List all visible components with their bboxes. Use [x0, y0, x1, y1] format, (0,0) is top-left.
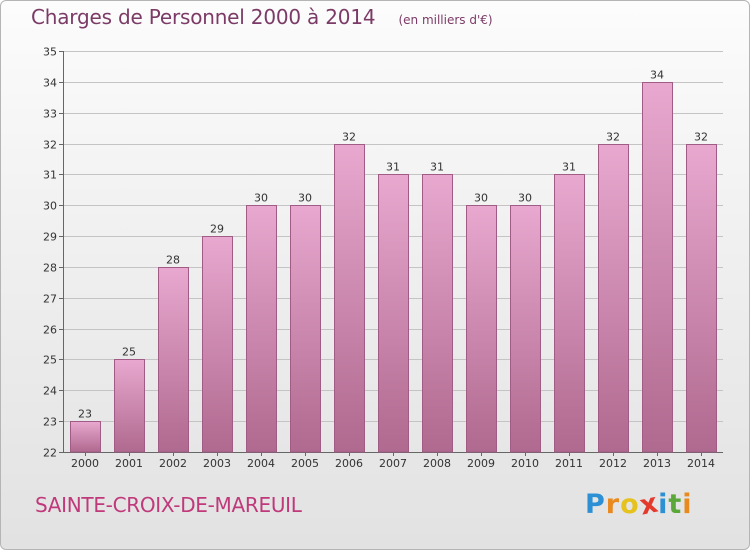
brand-letter: o: [620, 489, 640, 520]
data-label-2011: 31: [562, 161, 576, 174]
label-layer: 2000 23 2001 25 2002 28 2003 29 2004 30 2005 30 2006…: [71, 69, 715, 471]
data-label-2007: 31: [386, 161, 400, 174]
title-row: Charges de Personnel 2000 à 2014 (en mil…: [31, 5, 493, 29]
bar-2005: [290, 205, 321, 453]
data-label-2001: 25: [122, 346, 136, 359]
data-label-2002: 28: [166, 254, 180, 267]
brand-letter: i: [682, 489, 693, 520]
bar-2012: [598, 144, 629, 453]
bar-2006: [334, 144, 365, 453]
bar-2004: [246, 205, 277, 453]
bar-2002: [158, 267, 189, 453]
bar-2000: [70, 421, 101, 453]
y-tick-label: 34: [43, 77, 57, 90]
bar-2008: [422, 174, 453, 453]
y-tick-label: 31: [43, 169, 57, 182]
bar-2007: [378, 174, 409, 453]
bar-2010: [510, 205, 541, 453]
data-label-2010: 30: [518, 192, 532, 205]
data-label-2003: 29: [210, 223, 224, 236]
x-tick-label-2010: 2010: [511, 457, 539, 470]
brand-letter: r: [605, 489, 621, 520]
x-tick-label-2004: 2004: [247, 457, 275, 470]
x-tick-label-2012: 2012: [599, 457, 627, 470]
bar-2009: [466, 205, 497, 453]
data-label-2013: 34: [650, 69, 664, 82]
chart-subtitle: (en milliers d'€): [398, 13, 493, 27]
y-tick-label: 23: [43, 416, 57, 429]
brand-letter: t: [668, 489, 683, 520]
data-label-2000: 23: [78, 408, 92, 421]
y-tick-label: 22: [43, 447, 57, 460]
data-label-2008: 31: [430, 161, 444, 174]
y-tick-label: 24: [43, 385, 57, 398]
x-tick-label-2009: 2009: [467, 457, 495, 470]
data-label-2005: 30: [298, 192, 312, 205]
y-tick-label: 32: [43, 139, 57, 152]
y-tick-label: 26: [43, 324, 57, 337]
x-tick-label-2003: 2003: [203, 457, 231, 470]
data-label-2012: 32: [606, 131, 620, 144]
y-tick-label: 25: [43, 354, 57, 367]
x-tick-label-2013: 2013: [643, 457, 671, 470]
y-tick-label: 28: [43, 262, 57, 275]
data-label-2014: 32: [694, 131, 708, 144]
x-tick-label-2002: 2002: [159, 457, 187, 470]
bar-2013: [642, 82, 673, 453]
x-tick-label-2000: 2000: [71, 457, 99, 470]
bar-2011: [554, 174, 585, 453]
x-tick-label-2007: 2007: [379, 457, 407, 470]
x-tick-label-2006: 2006: [335, 457, 363, 470]
bar-2001: [114, 359, 145, 453]
brand-logo: Proxiti: [585, 487, 693, 521]
brand-letter: P: [585, 489, 606, 520]
y-tick-label: 29: [43, 231, 57, 244]
x-tick-label-2008: 2008: [423, 457, 451, 470]
x-tick-label-2011: 2011: [555, 457, 583, 470]
x-tick-label-2005: 2005: [291, 457, 319, 470]
x-tick-label-2014: 2014: [687, 457, 715, 470]
y-tick-label: 27: [43, 293, 57, 306]
bar-2003: [202, 236, 233, 453]
x-tick-label-2001: 2001: [115, 457, 143, 470]
bar-2014: [686, 144, 717, 453]
chart-title: Charges de Personnel 2000 à 2014: [31, 5, 376, 29]
data-label-2009: 30: [474, 192, 488, 205]
y-tick-label: 30: [43, 200, 57, 213]
place-name: SAINTE-CROIX-DE-MAREUIL: [35, 493, 302, 517]
y-tick-label: 35: [43, 46, 57, 59]
data-label-2006: 32: [342, 131, 356, 144]
data-label-2004: 30: [254, 192, 268, 205]
bar-layer: [70, 82, 717, 453]
brand-letter: i: [658, 489, 669, 520]
y-tick-label: 33: [43, 108, 57, 121]
